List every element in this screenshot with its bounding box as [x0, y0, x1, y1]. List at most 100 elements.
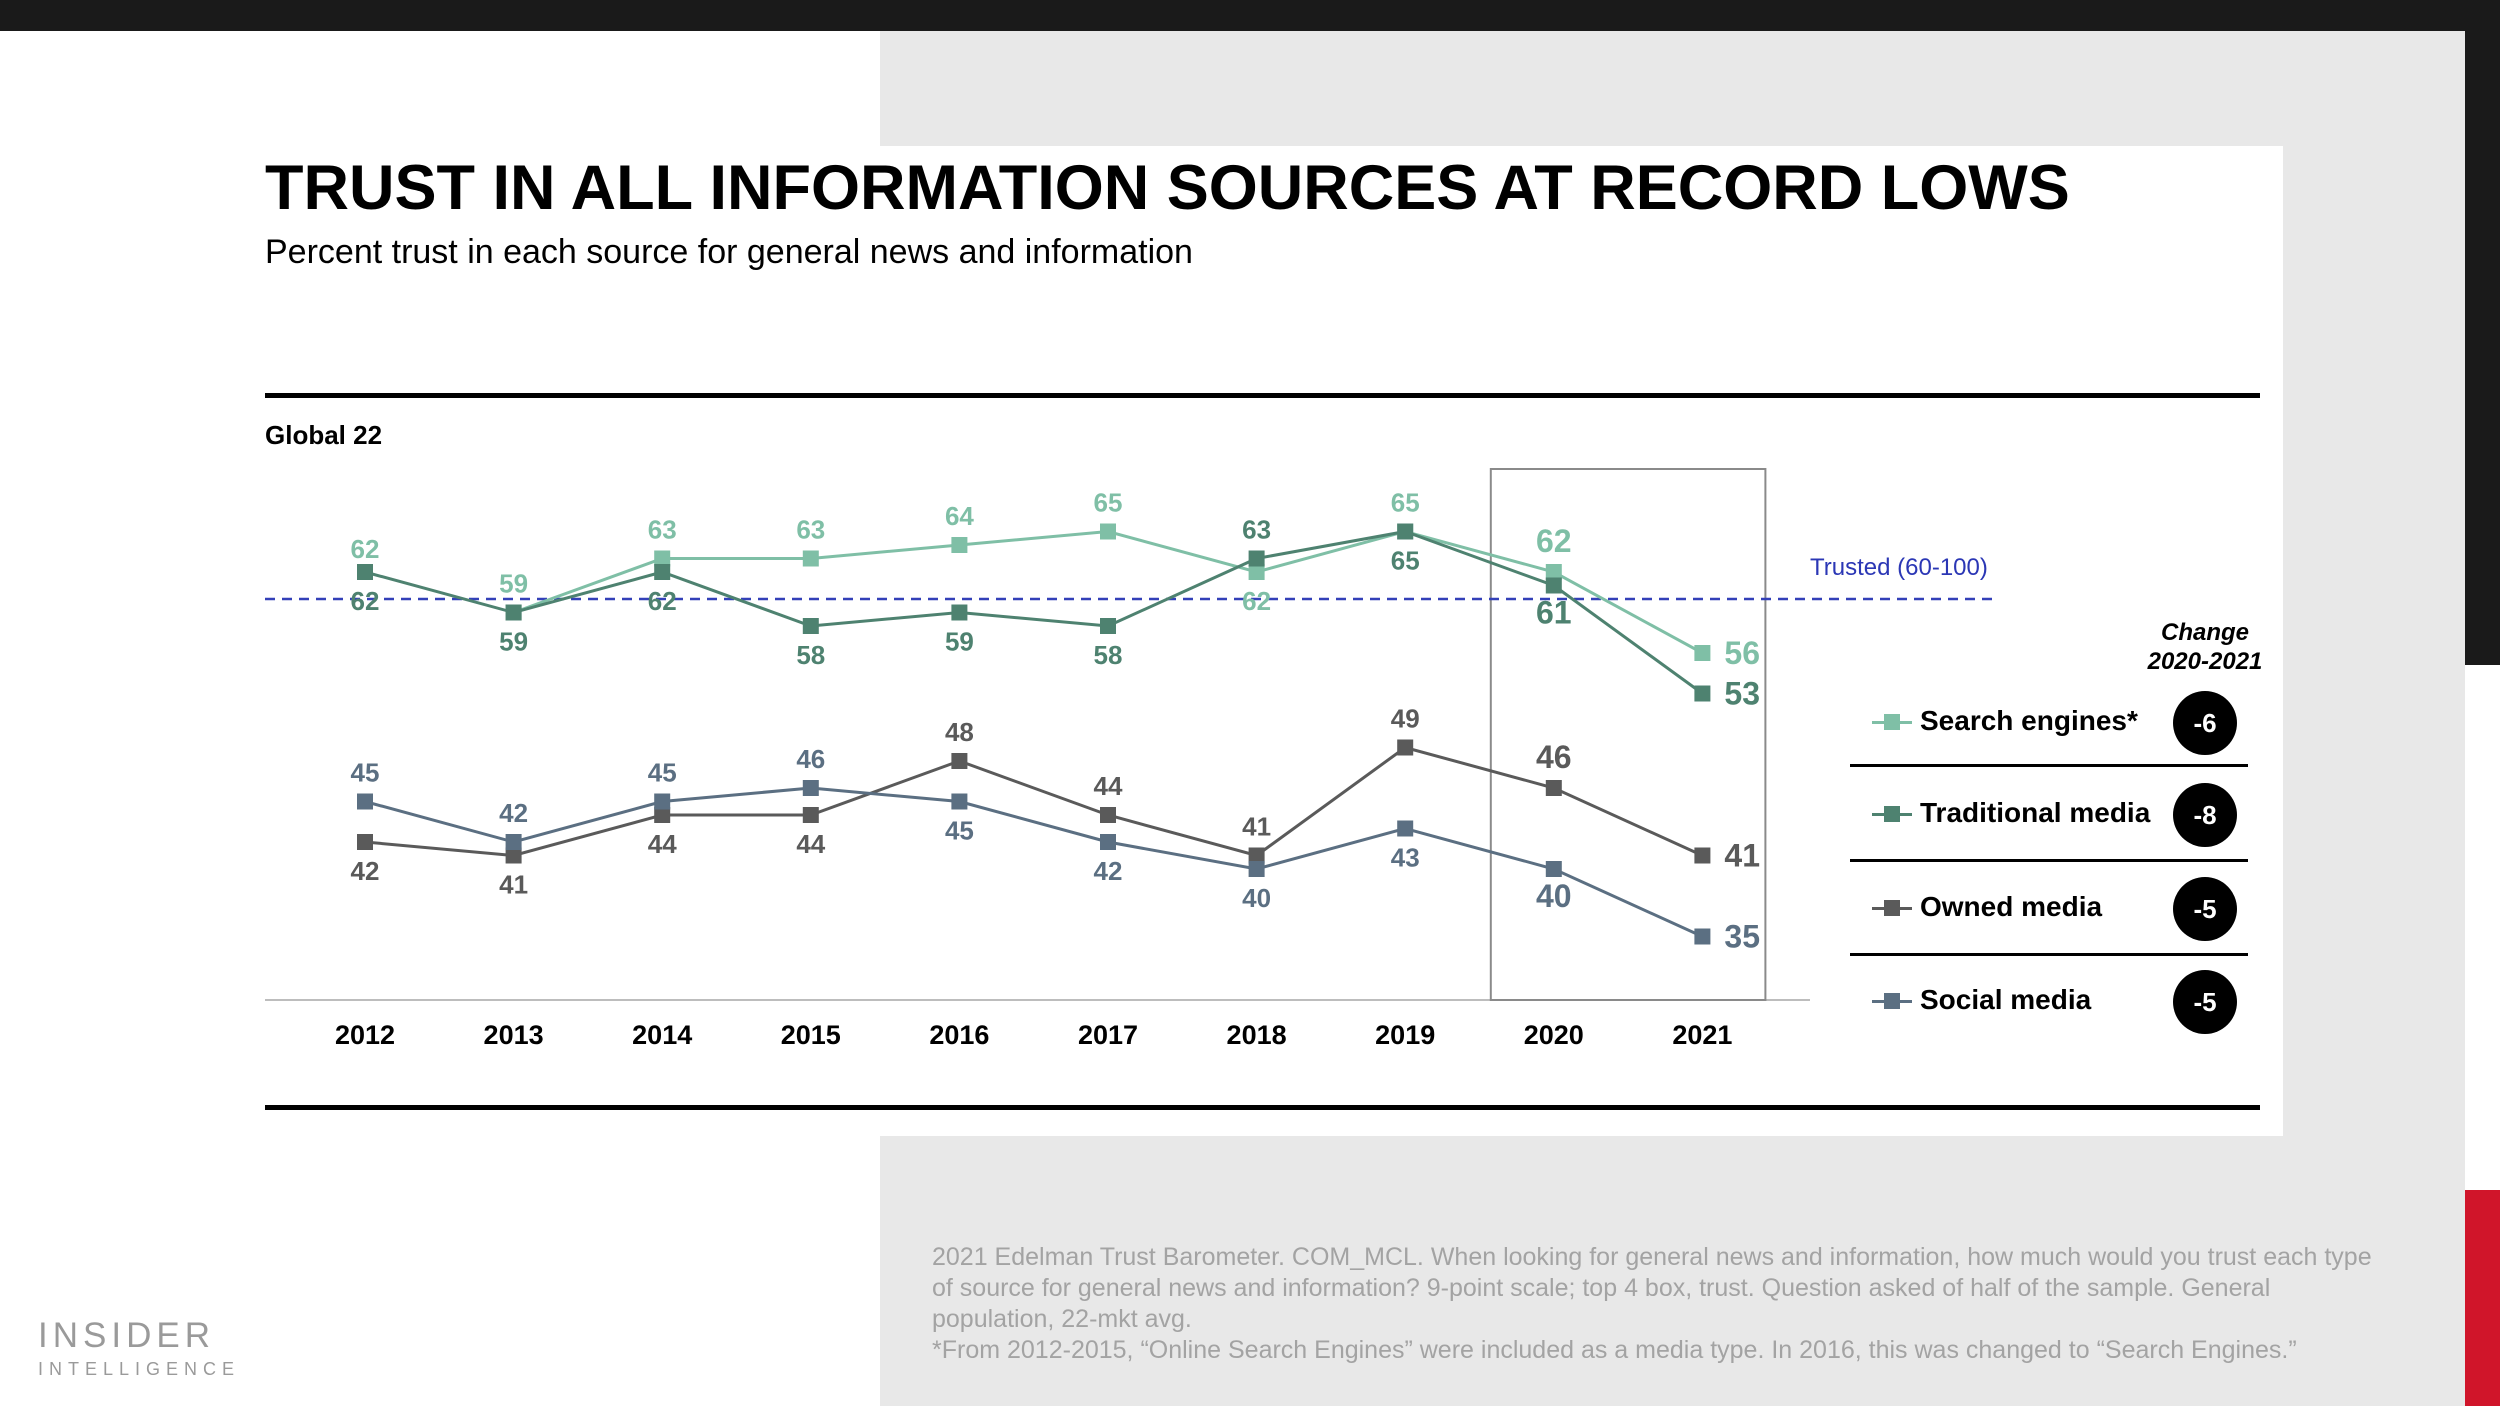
- footnote-source: 2021 Edelman Trust Barometer. COM_MCL. W…: [932, 1243, 2372, 1333]
- data-point-owned-media: [951, 753, 968, 769]
- legend-item-social-media: Social media -5: [1850, 957, 2250, 1047]
- data-label-search-engines: 63: [796, 515, 825, 545]
- data-label-search-engines: 65: [1391, 488, 1420, 518]
- data-label-owned-media: 44: [1094, 771, 1123, 801]
- data-label-search-engines: 56: [1724, 635, 1760, 671]
- data-point-traditional-media: [357, 564, 373, 580]
- data-label-social-media: 45: [648, 758, 677, 788]
- data-label-owned-media: 41: [499, 870, 528, 900]
- x-tick-label: 2016: [929, 1020, 989, 1050]
- x-tick-label: 2014: [632, 1020, 692, 1050]
- data-point-search-engines: [654, 550, 671, 567]
- data-label-search-engines: 63: [648, 515, 677, 545]
- data-point-social-media: [505, 834, 522, 850]
- right-edge-bar: [2465, 0, 2500, 665]
- data-point-social-media: [1545, 861, 1562, 877]
- data-point-owned-media: [1248, 847, 1265, 864]
- logo-sub-text: INTELLIGENCE: [38, 1359, 241, 1379]
- series-line-owned-media: [364, 745, 1704, 858]
- data-label-traditional-media: 62: [648, 586, 677, 616]
- top-rule: [265, 393, 2260, 398]
- data-point-traditional-media: [654, 564, 671, 580]
- data-point-social-media: [1248, 861, 1265, 877]
- data-label-owned-media: 49: [1391, 704, 1420, 734]
- background-panel-bottom: [880, 1136, 2465, 1406]
- data-point-search-engines: [1545, 564, 1562, 580]
- change-header-line1: Change: [2160, 619, 2249, 646]
- data-label-search-engines: 62: [1242, 586, 1271, 616]
- data-label-traditional-media: 65: [1391, 546, 1420, 576]
- data-point-social-media: [802, 780, 819, 796]
- slide-subtitle: Percent trust in each source for general…: [265, 233, 1193, 271]
- panel-label: Global 22: [265, 420, 383, 450]
- data-label-social-media: 42: [1094, 856, 1123, 886]
- change-badge: -6: [2173, 691, 2237, 755]
- x-tick-label: 2019: [1375, 1020, 1435, 1050]
- data-label-search-engines: 62: [1536, 523, 1572, 559]
- x-tick-label: 2012: [335, 1020, 395, 1050]
- data-point-search-engines: [802, 550, 819, 567]
- data-label-search-engines: 64: [945, 501, 974, 531]
- data-point-traditional-media: [1100, 618, 1116, 634]
- data-point-owned-media: [1694, 847, 1711, 864]
- data-label-traditional-media: 61: [1536, 595, 1572, 631]
- data-point-owned-media: [1100, 807, 1116, 823]
- data-point-traditional-media: [1545, 577, 1562, 594]
- data-label-social-media: 35: [1724, 919, 1760, 955]
- data-label-owned-media: 46: [1536, 739, 1572, 775]
- slide-title: TRUST IN ALL INFORMATION SOURCES AT RECO…: [265, 153, 2070, 223]
- x-tick-label: 2013: [484, 1020, 544, 1050]
- data-point-social-media: [357, 793, 373, 810]
- data-point-search-engines: [1248, 564, 1265, 580]
- x-tick-label: 2018: [1227, 1020, 1287, 1050]
- data-point-owned-media: [654, 807, 671, 823]
- data-point-owned-media: [1397, 739, 1414, 756]
- x-tick-label: 2020: [1524, 1020, 1584, 1050]
- series-line-social-media: [364, 786, 1704, 938]
- legend-label: Search engines*: [1920, 705, 2138, 736]
- data-point-traditional-media: [951, 604, 968, 621]
- data-point-search-engines: [1694, 645, 1711, 661]
- data-label-traditional-media: 58: [1094, 640, 1123, 670]
- data-point-owned-media: [357, 834, 373, 850]
- data-point-social-media: [654, 793, 671, 810]
- top-bar: [0, 0, 2500, 31]
- x-tick-label: 2021: [1672, 1020, 1732, 1050]
- data-label-social-media: 42: [499, 798, 528, 828]
- data-label-extra: 62: [351, 534, 380, 564]
- data-label-traditional-media: 58: [796, 640, 825, 670]
- legend-separator: [1850, 953, 2248, 956]
- data-point-social-media: [1694, 928, 1711, 945]
- data-label-traditional-media: 63: [1242, 515, 1271, 545]
- legend-separator: [1850, 764, 2248, 767]
- data-point-social-media: [1397, 820, 1414, 837]
- legend-item-traditional-media: Traditional media -8: [1850, 770, 2250, 860]
- insider-intelligence-logo: INSIDER INTELLIGENCE: [38, 1316, 240, 1380]
- change-header-line2: 2020-2021: [2147, 648, 2263, 675]
- legend-item-owned-media: Owned media -5: [1850, 864, 2250, 954]
- legend-item-search-engines: Search engines* -6: [1850, 678, 2250, 768]
- data-point-traditional-media: [1694, 685, 1711, 702]
- legend-label: Traditional media: [1920, 797, 2151, 828]
- data-point-traditional-media: [802, 618, 819, 634]
- legend-marker: [1884, 806, 1900, 822]
- right-edge-accent: [2465, 1190, 2500, 1406]
- background-panel-right: [2283, 146, 2465, 1136]
- data-label-owned-media: 48: [945, 717, 974, 747]
- data-point-owned-media: [802, 807, 819, 823]
- logo-main-text: INSIDER: [38, 1316, 215, 1355]
- series-line-search-engines: [513, 529, 1704, 655]
- highlight-box: [1489, 468, 1767, 1001]
- x-tick-label: 2015: [781, 1020, 841, 1050]
- data-point-social-media: [951, 793, 968, 810]
- legend-marker: [1884, 714, 1900, 730]
- x-tick-label: 2017: [1078, 1020, 1138, 1050]
- data-label-owned-media: 41: [1724, 838, 1760, 874]
- data-label-social-media: 45: [945, 816, 974, 846]
- bottom-rule: [265, 1105, 2260, 1110]
- footnote-note: *From 2012-2015, “Online Search Engines”…: [932, 1336, 2297, 1364]
- data-point-traditional-media: [505, 604, 522, 621]
- data-point-search-engines: [1100, 523, 1116, 540]
- change-header: Change 2020-2021: [2130, 618, 2280, 676]
